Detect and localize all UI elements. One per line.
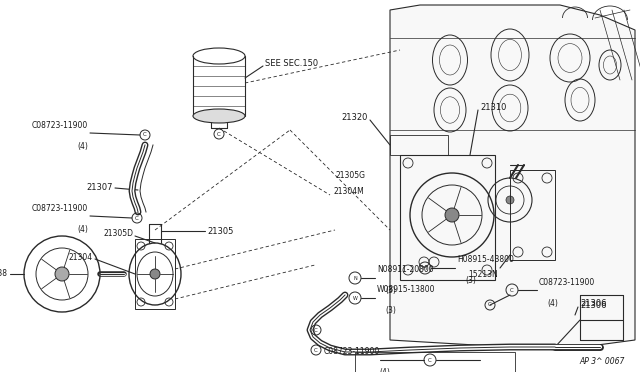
Text: C: C: [488, 302, 492, 308]
Bar: [510, 170, 555, 260]
Circle shape: [445, 208, 459, 222]
Bar: [135, 239, 175, 309]
Ellipse shape: [193, 109, 245, 123]
Text: 15213N: 15213N: [468, 270, 498, 279]
Text: C: C: [428, 357, 432, 362]
Text: (4): (4): [547, 299, 558, 308]
Text: (4): (4): [77, 225, 88, 234]
Text: (3): (3): [385, 306, 396, 315]
Text: C08723-11900: C08723-11900: [324, 347, 380, 356]
Text: (3): (3): [465, 276, 476, 285]
Text: 21305: 21305: [207, 227, 234, 235]
Text: C08723-11900: C08723-11900: [32, 204, 88, 213]
Text: C: C: [314, 347, 318, 353]
Circle shape: [506, 196, 514, 204]
Bar: [355, 352, 515, 372]
Text: (4): (4): [77, 142, 88, 151]
Text: 21310: 21310: [480, 103, 506, 112]
Text: C: C: [135, 215, 139, 221]
Text: H: H: [423, 266, 427, 270]
Bar: [390, 135, 448, 155]
Text: W08915-13800: W08915-13800: [377, 285, 435, 294]
Circle shape: [55, 267, 69, 281]
Text: 21304M: 21304M: [334, 187, 365, 196]
Polygon shape: [390, 5, 635, 350]
Text: 21305D: 21305D: [103, 230, 133, 238]
Text: 21304: 21304: [69, 253, 93, 262]
Text: H08915-43800: H08915-43800: [457, 255, 514, 264]
Text: 21320: 21320: [342, 113, 368, 122]
Text: W: W: [353, 295, 357, 301]
Text: SEE SEC.150: SEE SEC.150: [265, 60, 318, 68]
Text: AP 3^ 0067: AP 3^ 0067: [580, 357, 625, 366]
Circle shape: [150, 269, 160, 279]
Text: C08723-11900: C08723-11900: [539, 278, 595, 287]
Text: 21306: 21306: [580, 298, 607, 308]
Text: (4): (4): [379, 368, 390, 372]
Text: C: C: [143, 132, 147, 138]
Text: 21306: 21306: [580, 301, 607, 310]
Text: (3): (3): [385, 286, 396, 295]
Text: 21338: 21338: [0, 269, 8, 279]
Text: C: C: [510, 288, 514, 292]
Text: C: C: [217, 131, 221, 137]
Text: N08911-20800: N08911-20800: [377, 265, 434, 274]
Text: C: C: [314, 327, 318, 333]
Text: N: N: [353, 276, 357, 280]
Bar: [400, 155, 495, 280]
Text: C08723-11900: C08723-11900: [32, 121, 88, 130]
Text: 21305G: 21305G: [336, 170, 366, 180]
Text: 21307: 21307: [86, 183, 113, 192]
